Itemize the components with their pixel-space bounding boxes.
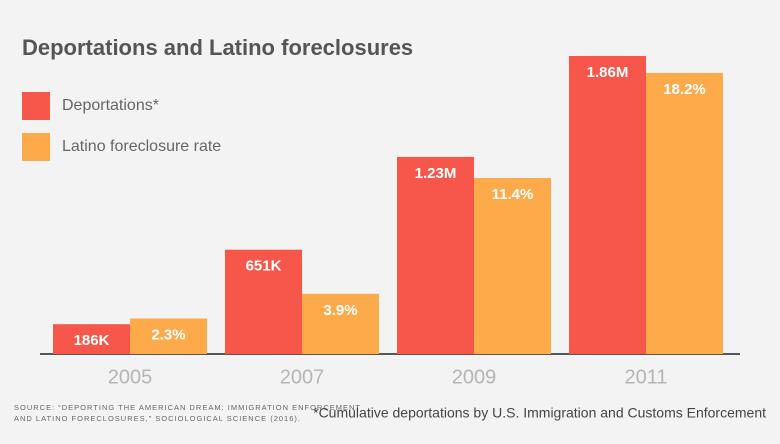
legend-swatch bbox=[22, 92, 50, 120]
bar bbox=[397, 156, 474, 354]
bar bbox=[569, 56, 646, 354]
x-tick-label: 2011 bbox=[624, 366, 667, 388]
bar bbox=[225, 249, 302, 354]
bar bbox=[646, 72, 723, 354]
bar bbox=[130, 318, 207, 354]
x-tick-label: 2005 bbox=[108, 366, 153, 388]
bar bbox=[474, 177, 551, 354]
legend-label: Latino foreclosure rate bbox=[62, 138, 221, 155]
source: SOURCE: “DEPORTING THE AMERICAN DREAM: I… bbox=[14, 403, 361, 412]
value-label: 18.2% bbox=[663, 81, 706, 98]
legend-swatch bbox=[22, 133, 50, 161]
x-tick-label: 2007 bbox=[280, 366, 325, 388]
bar bbox=[302, 293, 379, 354]
value-label: 3.9% bbox=[323, 302, 357, 319]
value-label: 11.4% bbox=[492, 186, 534, 203]
value-label: 2.3% bbox=[151, 326, 185, 343]
x-tick-label: 2009 bbox=[452, 366, 497, 388]
value-label: 1.23M bbox=[415, 165, 457, 182]
value-label: 651K bbox=[246, 258, 282, 275]
value-label: 1.86M bbox=[587, 64, 629, 81]
legend-label: Deportations* bbox=[62, 97, 159, 114]
value-label: 186K bbox=[74, 332, 110, 349]
source: AND LATINO FORECLOSURES,” SOCIOLOGICAL S… bbox=[14, 414, 301, 423]
bar bbox=[53, 324, 130, 354]
footnote: *Cumulative deportations by U.S. Immigra… bbox=[313, 405, 766, 421]
chart-title: Deportations and Latino foreclosures bbox=[22, 35, 413, 60]
